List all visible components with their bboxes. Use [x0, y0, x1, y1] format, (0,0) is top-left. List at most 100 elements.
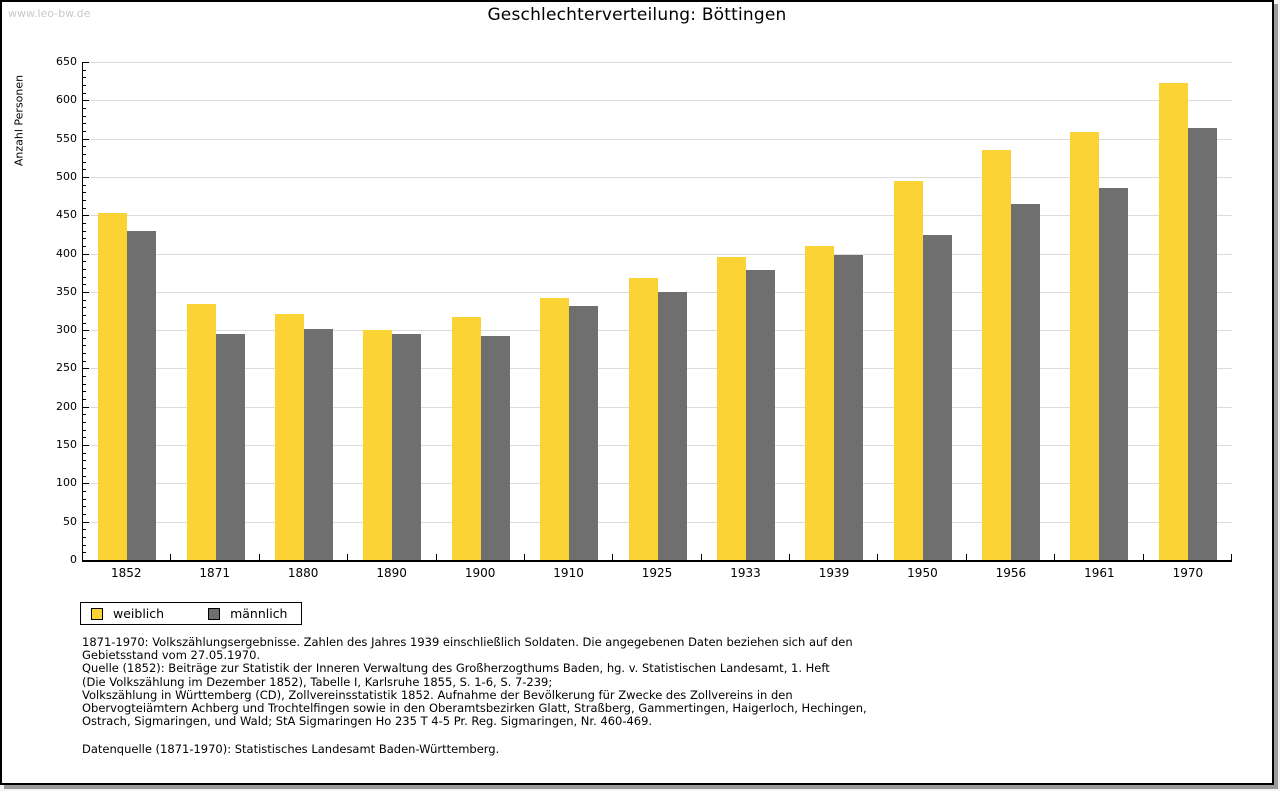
- y-minor-tick-630: [83, 77, 86, 79]
- y-minor-tick-70: [83, 506, 86, 508]
- y-minor-tick-20: [83, 544, 86, 546]
- y-minor-tick-520: [83, 161, 86, 163]
- footnote-line-4: (Die Volkszählung im Dezember 1852), Tab…: [82, 674, 553, 689]
- y-minor-tick-330: [83, 307, 86, 309]
- y-minor-tick-270: [83, 353, 86, 355]
- bar-group-1939: [790, 62, 878, 560]
- x-label-1970: 1970: [1172, 566, 1204, 580]
- bar-männlich-1871: [215, 333, 245, 560]
- y-minor-tick-470: [83, 199, 86, 201]
- bar-weiblich-1956: [982, 150, 1012, 560]
- x-tick-8: [789, 554, 791, 560]
- y-major-tick-550: [83, 138, 89, 140]
- x-axis-labels: 1852 1871 1880 1890 1900 1910 1925 1933 1939 1950…: [82, 566, 1232, 580]
- y-minor-tick-560: [83, 130, 86, 132]
- gridline-400: [83, 253, 1232, 255]
- gridline-550: [83, 138, 1232, 140]
- y-minor-tick-220: [83, 391, 86, 393]
- y-minor-tick-490: [83, 184, 86, 186]
- footnote-line-2: Gebietsstand vom 27.05.1970.: [82, 648, 261, 663]
- bar-group-1925: [613, 62, 701, 560]
- y-minor-tick-360: [83, 284, 86, 286]
- bar-group-1900: [437, 62, 525, 560]
- gridline-650: [83, 62, 1232, 63]
- y-tick-label-250: 250: [56, 361, 77, 375]
- y-minor-tick-510: [83, 169, 86, 171]
- footnote-line-6: Obervogteiämtern Achberg und Trochtelfin…: [82, 701, 867, 716]
- bar-group-1910: [525, 62, 613, 560]
- x-tick-10: [965, 554, 967, 560]
- bar-group-1956: [967, 62, 1055, 560]
- bar-männlich-1910: [569, 306, 599, 560]
- gridline-450: [83, 215, 1232, 217]
- x-label-1933: 1933: [730, 566, 761, 580]
- y-minor-tick-310: [83, 322, 86, 324]
- x-tick-12: [1142, 554, 1144, 560]
- bar-männlich-1950: [922, 235, 952, 560]
- y-major-tick-500: [83, 176, 89, 178]
- y-minor-tick-570: [83, 123, 86, 125]
- bar-group-1852: [83, 62, 171, 560]
- y-minor-tick-440: [83, 222, 86, 224]
- y-major-tick-300: [83, 330, 89, 332]
- y-minor-tick-60: [83, 514, 86, 516]
- y-minor-tick-410: [83, 245, 86, 247]
- x-label-1961: 1961: [1084, 566, 1115, 580]
- y-tick-label-300: 300: [56, 323, 77, 337]
- y-tick-label-500: 500: [56, 169, 77, 183]
- y-major-tick-250: [83, 368, 89, 370]
- gridline-500: [83, 176, 1232, 178]
- legend-label-maennlich: männlich: [230, 606, 288, 621]
- bar-group-1970: [1144, 62, 1232, 560]
- bar-weiblich-1933: [716, 257, 746, 560]
- y-minor-tick-380: [83, 268, 86, 270]
- y-minor-tick-80: [83, 498, 86, 500]
- bar-männlich-1925: [657, 291, 687, 560]
- y-minor-tick-280: [83, 345, 86, 347]
- x-tick-5: [523, 554, 525, 560]
- y-minor-tick-40: [83, 529, 86, 531]
- y-major-tick-200: [83, 406, 89, 408]
- bar-weiblich-1880: [274, 314, 304, 560]
- y-major-tick-600: [83, 100, 89, 102]
- footnote-line-5: Volkszählung in Württemberg (CD), Zollve…: [82, 687, 793, 702]
- y-major-tick-150: [83, 445, 89, 447]
- bar-weiblich-1910: [540, 297, 570, 560]
- bar-männlich-1900: [480, 335, 510, 560]
- legend-item-maennlich: männlich: [208, 606, 287, 621]
- bar-männlich-1852: [127, 230, 157, 560]
- bar-männlich-1890: [392, 333, 422, 560]
- bar-männlich-1956: [1011, 203, 1041, 560]
- y-minor-tick-610: [83, 92, 86, 94]
- x-label-1956: 1956: [995, 566, 1027, 580]
- y-axis-title: Anzahl Personen: [12, 74, 26, 167]
- y-minor-tick-460: [83, 207, 86, 209]
- y-tick-label-600: 600: [56, 93, 77, 107]
- y-minor-tick-230: [83, 383, 86, 385]
- y-minor-tick-170: [83, 429, 86, 431]
- y-tick-label-150: 150: [56, 438, 77, 452]
- bar-männlich-1961: [1099, 187, 1129, 560]
- bar-weiblich-1900: [451, 317, 481, 560]
- x-tick-11: [1054, 554, 1056, 560]
- y-major-tick-100: [83, 483, 89, 485]
- y-minor-tick-370: [83, 276, 86, 278]
- y-major-tick-400: [83, 253, 89, 255]
- bar-männlich-1933: [745, 270, 775, 560]
- y-minor-tick-140: [83, 452, 86, 454]
- x-tick-6: [612, 554, 614, 560]
- y-minor-tick-160: [83, 437, 86, 439]
- bar-group-1950: [879, 62, 967, 560]
- x-label-1910: 1910: [553, 566, 584, 580]
- y-minor-tick-530: [83, 153, 86, 155]
- y-minor-tick-110: [83, 475, 86, 477]
- y-minor-tick-640: [83, 69, 86, 71]
- bar-group-1880: [260, 62, 348, 560]
- x-label-1852: 1852: [110, 566, 142, 580]
- x-tick-2: [258, 554, 260, 560]
- x-tick-7: [700, 554, 702, 560]
- y-tick-label-0: 0: [70, 553, 77, 566]
- bar-weiblich-1950: [893, 180, 923, 560]
- footnote-line-1: 1871-1970: Volkszählungsergebnisse. Zahl…: [82, 635, 853, 649]
- y-minor-tick-260: [83, 360, 86, 362]
